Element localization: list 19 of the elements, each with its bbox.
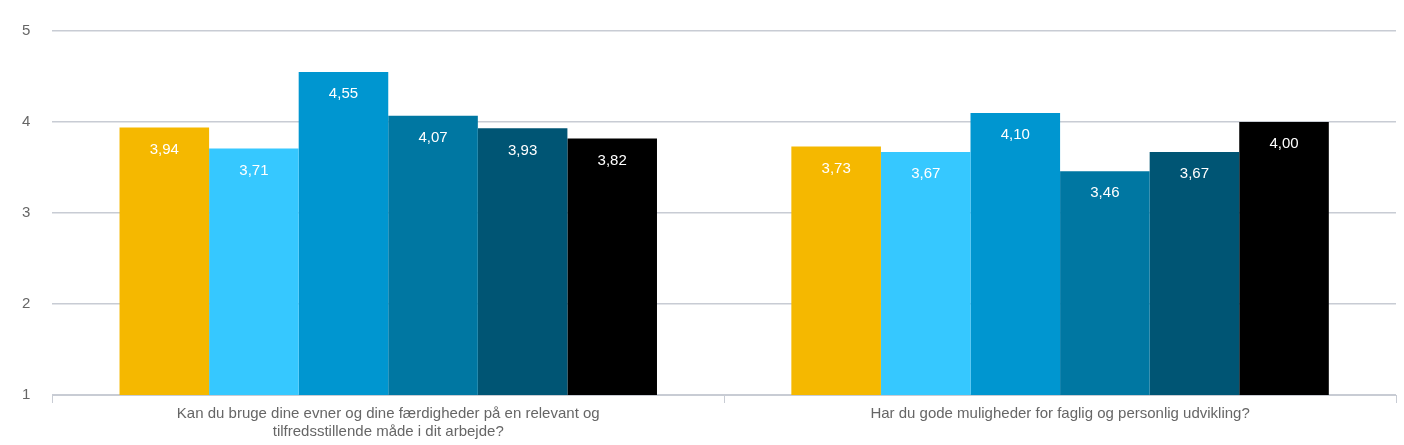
- y-tick-label: 2: [22, 294, 31, 312]
- data-label: 3,82: [597, 150, 627, 168]
- data-label: 3,73: [821, 158, 851, 176]
- y-tick-label: 3: [22, 203, 31, 221]
- data-label: 4,10: [1000, 125, 1030, 143]
- data-label: 3,71: [239, 160, 269, 178]
- data-label: 3,67: [1179, 164, 1210, 182]
- data-label: 3,46: [1090, 183, 1120, 201]
- x-tick-label: Har du gode muligheder for faglig og personlig udvikling?: [870, 404, 1250, 422]
- data-label: 4,55: [328, 84, 359, 102]
- data-label: 3,94: [149, 139, 179, 157]
- data-label: 3,93: [508, 140, 538, 158]
- x-tick-label: Kan du bruge dine evner og dine færdigheder på en relevant og tilfredsstillende måde i dit arbejde?: [176, 404, 600, 440]
- y-tick-label: 5: [22, 21, 31, 39]
- data-label: 3,67: [911, 164, 941, 182]
- data-label: 4,07: [418, 127, 448, 145]
- y-tick-label: 4: [22, 112, 31, 130]
- y-tick-label: 1: [22, 385, 31, 403]
- data-label: 4,00: [1269, 134, 1299, 152]
